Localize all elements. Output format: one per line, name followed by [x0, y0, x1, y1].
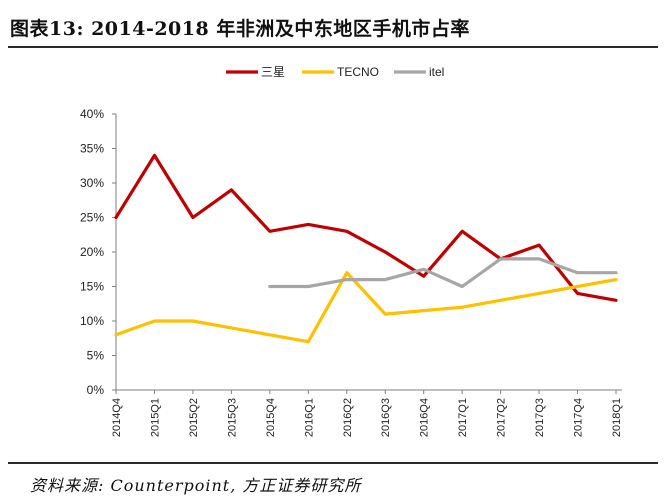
y-tick-label: 10% — [80, 314, 104, 328]
y-axis-labels: 0% 5% 10% 15% 20% 25% 30% 35% 40% — [80, 107, 104, 397]
x-tick-label: 2017Q1 — [457, 398, 469, 437]
x-tick-label: 2015Q2 — [188, 398, 200, 437]
figure-title: 图表13: 2014-2018 年非洲及中东地区手机市占率 — [10, 18, 470, 40]
x-tick-label: 2015Q1 — [149, 398, 161, 437]
x-tick-label: 2016Q4 — [419, 398, 431, 437]
y-tick-label: 20% — [80, 245, 104, 259]
x-tick-label: 2018Q1 — [611, 398, 623, 437]
market-share-chart: 三星 TECNO itel 2014Q4 2015Q1 2015Q2 2015Q3 2015… — [80, 65, 623, 437]
legend: 三星 TECNO itel — [226, 65, 444, 79]
y-tick-label: 5% — [87, 349, 105, 363]
chart-container: 三星 TECNO itel 2014Q4 2015Q1 2015Q2 2015Q3 2015… — [0, 48, 666, 460]
x-tick-label: 2015Q3 — [226, 398, 238, 437]
series-lines — [114, 153, 618, 344]
x-tick-label: 2016Q3 — [380, 398, 392, 437]
legend-label: itel — [429, 65, 444, 79]
y-tick-label: 30% — [80, 176, 104, 190]
series-line-1 — [114, 271, 618, 344]
x-tick-label: 2017Q4 — [573, 398, 585, 437]
x-tick-label: 2017Q2 — [496, 398, 508, 437]
x-tick-label: 2016Q1 — [303, 398, 315, 437]
y-tick-label: 40% — [80, 107, 104, 121]
legend-label: TECNO — [337, 65, 379, 79]
series-line-2 — [268, 257, 618, 289]
y-tick-label: 0% — [87, 383, 105, 397]
y-tick-label: 35% — [80, 142, 104, 156]
figure-footer: 资料来源: Counterpoint, 方正证券研究所 — [8, 462, 658, 500]
x-tick-label: 2015Q4 — [265, 398, 277, 437]
source-note: 资料来源: Counterpoint, 方正证券研究所 — [30, 476, 362, 495]
chart-axes — [112, 113, 622, 394]
series-line-0 — [114, 153, 618, 302]
x-tick-label: 2017Q3 — [534, 398, 546, 437]
x-tick-label: 2016Q2 — [342, 398, 354, 437]
x-tick-label: 2014Q4 — [111, 398, 123, 437]
figure-header: 图表13: 2014-2018 年非洲及中东地区手机市占率 — [8, 8, 658, 48]
y-tick-label: 25% — [80, 211, 104, 225]
y-tick-label: 15% — [80, 280, 104, 294]
x-axis-labels: 2014Q4 2015Q1 2015Q2 2015Q3 2015Q4 2016Q1 2016… — [111, 398, 623, 437]
legend-label: 三星 — [261, 65, 285, 79]
